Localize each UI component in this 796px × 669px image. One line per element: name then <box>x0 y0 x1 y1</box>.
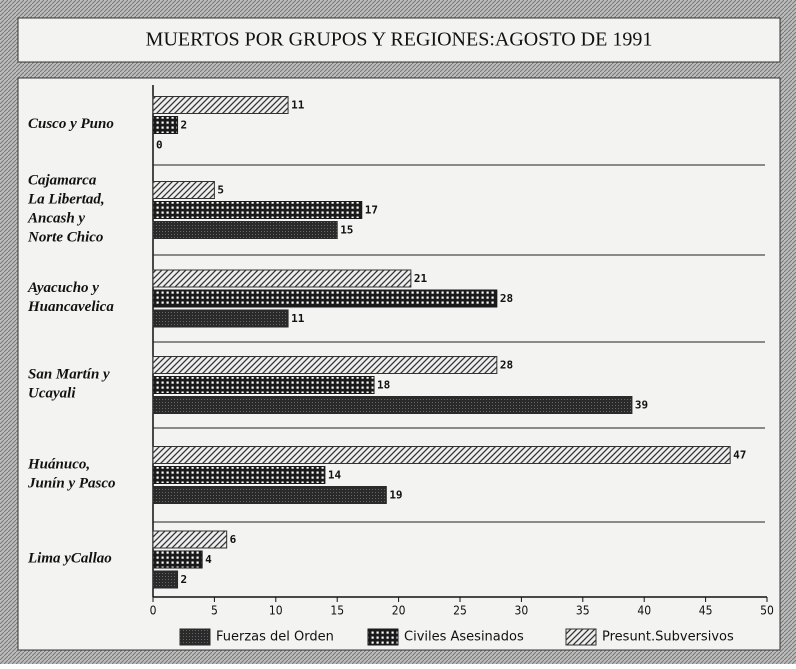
legend-swatch <box>367 628 399 646</box>
bar <box>152 116 179 134</box>
bar <box>152 356 498 374</box>
value-label: 28 <box>500 359 513 372</box>
x-tick-label: 5 <box>211 604 218 618</box>
bar <box>152 376 375 394</box>
value-label: 47 <box>733 449 746 462</box>
value-label: 15 <box>340 224 353 237</box>
category-label: San Martín y Ucayali <box>28 367 110 402</box>
value-label: 18 <box>377 379 390 392</box>
x-tick-label: 30 <box>515 604 529 618</box>
category-label: Huánuco, Junín y Pasco <box>27 457 116 492</box>
x-tick-label: 25 <box>453 604 467 618</box>
x-tick-label: 35 <box>576 604 590 618</box>
x-tick-label: 0 <box>150 604 157 618</box>
bar <box>152 181 215 199</box>
value-label: 28 <box>500 292 513 305</box>
bar <box>152 446 731 464</box>
value-label: 2 <box>181 119 188 132</box>
category-label: Cajamarca La Libertad, Ancash y Norte Chico <box>27 173 105 246</box>
value-label: 0 <box>156 139 163 152</box>
value-label: 19 <box>389 489 402 502</box>
bar <box>152 221 338 239</box>
title-box <box>17 17 781 63</box>
value-label: 4 <box>205 553 212 566</box>
bar <box>152 396 633 414</box>
value-label: 11 <box>291 312 305 325</box>
bar <box>152 486 387 504</box>
legend-swatch <box>565 628 597 646</box>
bar <box>152 201 363 219</box>
category-label: Ayacucho y Huancavelica <box>27 280 114 315</box>
value-label: 6 <box>230 533 237 546</box>
bar <box>152 530 228 549</box>
value-label: 21 <box>414 272 428 285</box>
bar <box>152 269 412 288</box>
value-label: 39 <box>635 399 648 412</box>
value-label: 5 <box>217 184 224 197</box>
legend-label: Fuerzas del Orden <box>216 630 334 645</box>
legend-label: Civiles Asesinados <box>404 630 524 645</box>
category-label: Lima yCallao <box>27 551 112 567</box>
bar <box>152 96 289 114</box>
bar <box>152 570 179 589</box>
category-label: Cusco y Puno <box>28 116 114 132</box>
value-label: 14 <box>328 469 342 482</box>
bar <box>152 550 203 569</box>
value-label: 11 <box>291 99 305 112</box>
legend-swatch <box>179 628 211 646</box>
bar <box>152 466 326 484</box>
x-tick-label: 20 <box>392 604 406 618</box>
value-label: 2 <box>181 573 188 586</box>
legend-label: Presunt.Subversivos <box>602 630 734 645</box>
x-tick-label: 45 <box>699 604 713 618</box>
x-tick-label: 40 <box>637 604 651 618</box>
bar <box>152 309 289 328</box>
value-label: 17 <box>365 204 378 217</box>
x-tick-label: 50 <box>760 604 774 618</box>
chart-title: MUERTOS POR GRUPOS Y REGIONES:AGOSTO DE … <box>146 29 653 51</box>
x-tick-label: 10 <box>269 604 283 618</box>
x-tick-label: 15 <box>330 604 344 618</box>
bar <box>152 289 498 308</box>
